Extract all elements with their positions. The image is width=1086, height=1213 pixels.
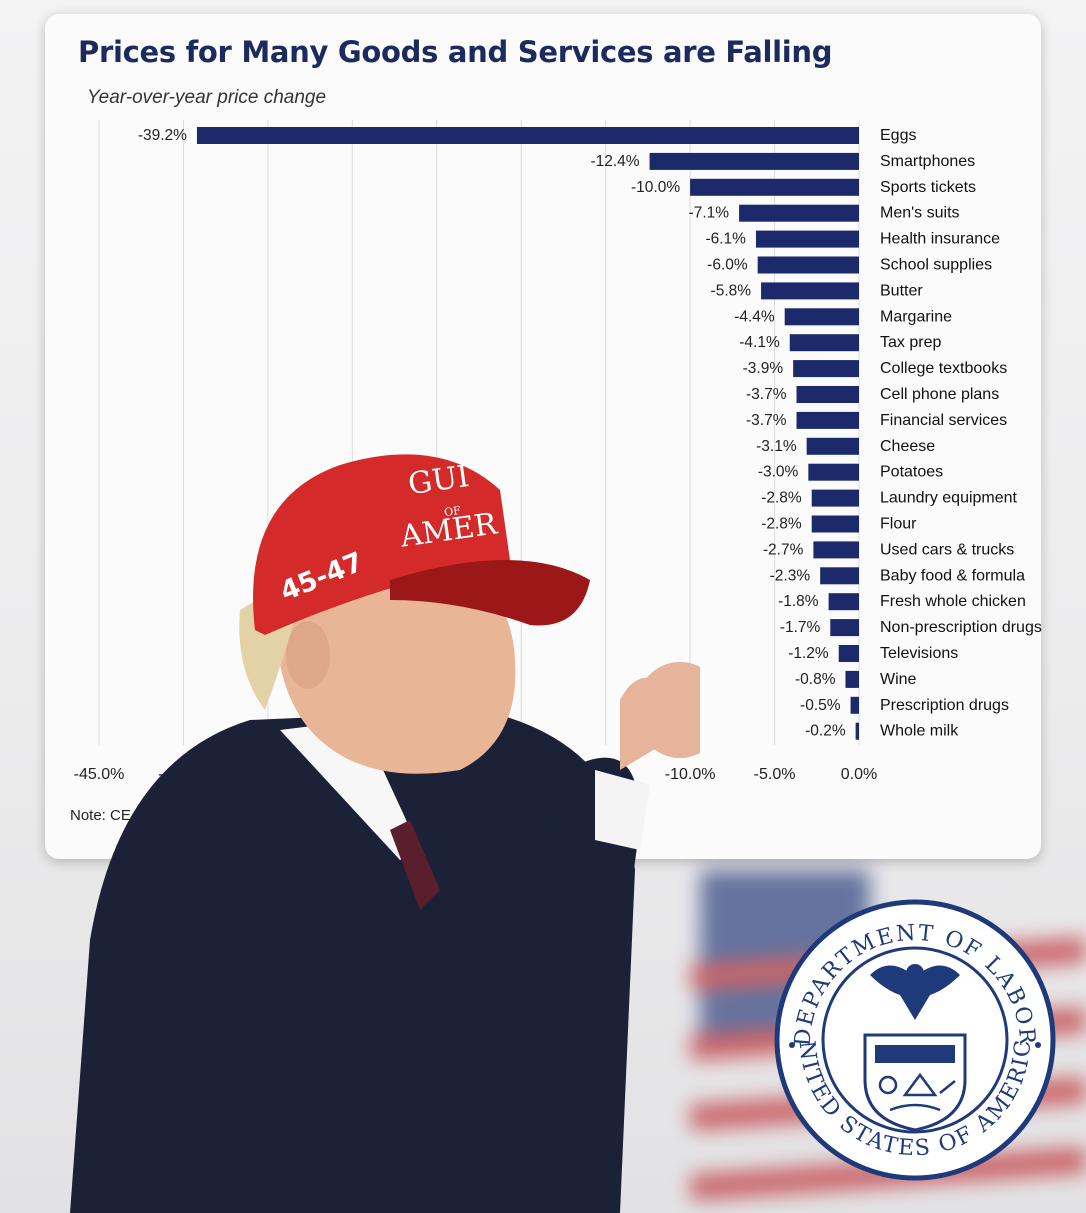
bar [739, 204, 859, 222]
department-of-labor-seal: DEPARTMENT OF LABOR UNITED STATES OF AME… [770, 895, 1056, 1181]
bar [811, 515, 859, 533]
category-label: School supplies [880, 257, 992, 274]
x-tick-label: -10.0% [665, 766, 716, 783]
bar-value-label: -12.4% [590, 153, 639, 170]
bar-value-label: -3.7% [746, 386, 787, 403]
category-label: Prescription drugs [880, 697, 1009, 714]
category-label: Tax prep [880, 334, 941, 351]
x-tick-label: 0.0% [841, 766, 877, 783]
bar-value-label: -3.9% [743, 360, 784, 377]
category-label: Non-prescription drugs [880, 619, 1042, 636]
bar-chart: -45.0%-40.0%-15.0%-10.0%-5.0%0.0%-39.2%E… [74, 120, 1042, 783]
bar [813, 541, 859, 559]
category-label: Laundry equipment [880, 490, 1018, 507]
bar-value-label: -6.1% [705, 231, 746, 248]
category-label: Potatoes [880, 464, 943, 481]
bar-value-label: -3.1% [756, 438, 797, 455]
bar-value-label: -4.4% [734, 308, 775, 325]
category-label: Used cars & trucks [880, 541, 1014, 558]
bar [784, 308, 859, 326]
bar-value-label: -1.2% [788, 645, 829, 662]
cap-text-line2: OF [443, 504, 462, 519]
category-label: Whole milk [880, 723, 959, 740]
category-label: Televisions [880, 645, 958, 662]
bar [828, 593, 859, 611]
bar [806, 437, 859, 455]
cap-text-line1: GUI [406, 459, 471, 502]
bar [757, 256, 859, 274]
category-label: Men's suits [880, 205, 960, 222]
category-label: College textbooks [880, 360, 1007, 377]
category-label: Health insurance [880, 231, 1000, 248]
chart-subtitle: Year-over-year price change [87, 87, 327, 108]
category-label: Smartphones [880, 153, 975, 170]
category-label: Fresh whole chicken [880, 593, 1026, 610]
category-label: Cell phone plans [880, 386, 999, 403]
bar [761, 282, 859, 300]
bar-value-label: -0.2% [805, 723, 846, 740]
bar-value-label: -2.8% [761, 516, 802, 533]
category-label: Sports tickets [880, 179, 976, 196]
bar-value-label: -1.7% [780, 619, 821, 636]
bar [838, 645, 859, 662]
bar [830, 619, 859, 637]
bar-value-label: -2.8% [761, 490, 802, 507]
bar [808, 463, 859, 481]
bar-value-label: -3.0% [758, 464, 799, 481]
bar [793, 360, 859, 378]
bar-value-label: -39.2% [138, 127, 187, 144]
bar [690, 178, 859, 196]
x-tick-label: -45.0% [74, 766, 125, 783]
bar [850, 696, 859, 714]
bar [855, 722, 859, 740]
category-label: Eggs [880, 127, 916, 144]
bar [796, 386, 859, 403]
bar [820, 567, 859, 585]
category-label: Wine [880, 671, 917, 688]
bar-value-label: -6.0% [707, 257, 748, 274]
bar [811, 489, 859, 507]
bar-value-label: -0.8% [795, 671, 836, 688]
bar [789, 334, 859, 352]
bar-value-label: -2.7% [763, 541, 804, 558]
bar-value-label: -1.8% [778, 593, 819, 610]
bar-value-label: -7.1% [689, 205, 730, 222]
bar-value-label: -5.8% [711, 282, 752, 299]
bar-value-label: -2.3% [770, 567, 811, 584]
category-label: Baby food & formula [880, 567, 1025, 584]
x-tick-label: -5.0% [754, 766, 796, 783]
bar-value-label: -4.1% [739, 334, 780, 351]
bar [796, 411, 859, 429]
category-label: Margarine [880, 308, 952, 325]
bar-value-label: -0.5% [800, 697, 841, 714]
category-label: Flour [880, 516, 917, 533]
bar-value-label: -10.0% [631, 179, 680, 196]
bar [649, 152, 859, 170]
bar [196, 127, 859, 144]
chart-title: Prices for Many Goods and Services are F… [78, 35, 833, 69]
bar [755, 230, 859, 248]
category-label: Financial services [880, 412, 1007, 429]
category-label: Cheese [880, 438, 935, 455]
chart-card [45, 14, 1041, 859]
person-photo: GUI OF AMER 45-47 [70, 454, 700, 1213]
category-label: Butter [880, 282, 923, 299]
bar-value-label: -3.7% [746, 412, 787, 429]
bar [845, 670, 859, 688]
